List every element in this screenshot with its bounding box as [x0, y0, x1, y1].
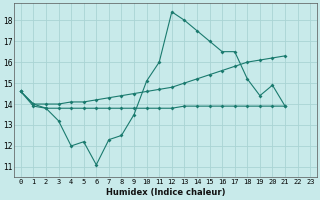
X-axis label: Humidex (Indice chaleur): Humidex (Indice chaleur) — [106, 188, 225, 197]
